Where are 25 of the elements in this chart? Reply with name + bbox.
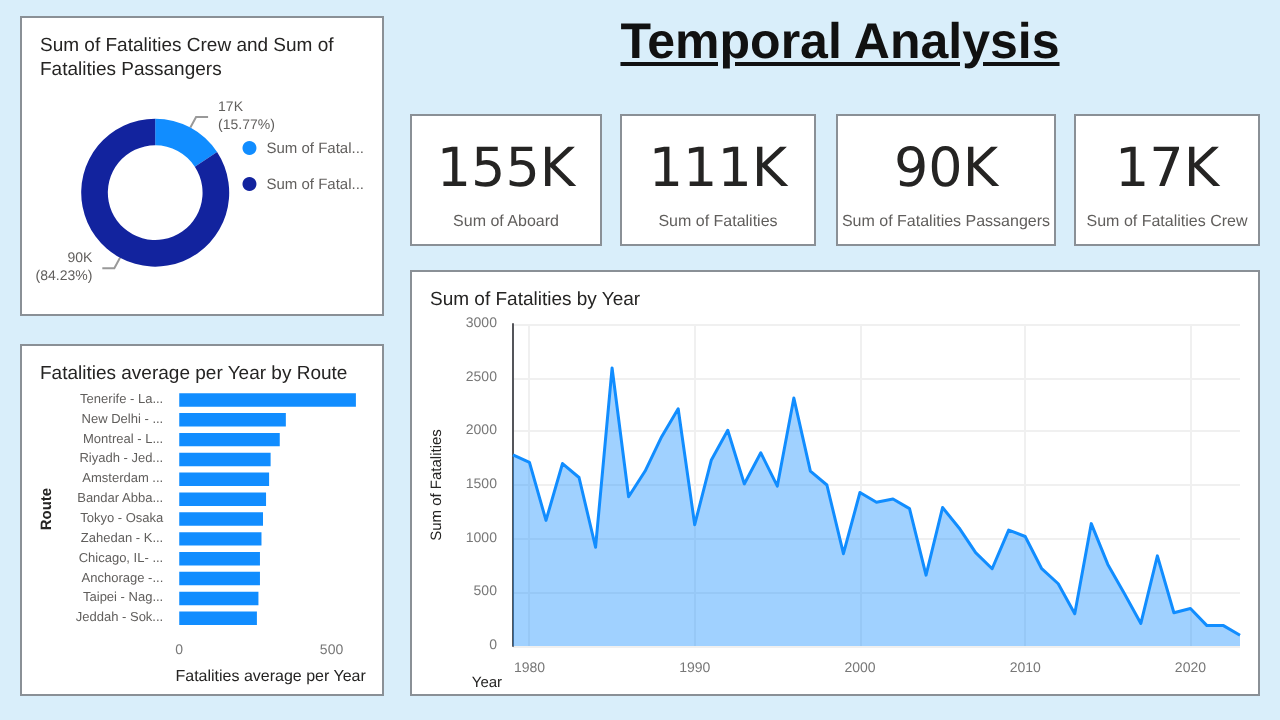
bar [179,512,263,526]
text: Sum of Fatalities [656,212,780,230]
text: Temporal Analysis [618,12,1062,72]
bar [179,492,267,506]
bar [179,571,260,586]
text: 111K [646,138,790,200]
x-axis-title: Fatalities average per Year [175,667,367,685]
bar [179,611,257,626]
bar [179,452,271,467]
chart-title: Sum of Fatalities by Year [430,289,641,311]
text: 90K [891,138,1001,200]
bar [179,551,260,566]
bar [179,532,262,546]
text: Sum of Aboard [451,212,561,230]
text: Sum of Fatalities Crew [1084,212,1250,230]
text: Sum of Fatalities Passangers [839,212,1053,230]
chart-title: Fatalities average per Year by Route [40,363,348,385]
chart-title: Sum of Fatalities Crew and Sum of Fatalities Passangers [40,35,339,81]
text: 155K [434,138,578,200]
text: 17K [1112,138,1222,200]
bar [179,472,270,487]
bar [179,413,286,427]
bar [179,393,356,407]
bar [179,432,280,447]
bar [179,591,259,606]
